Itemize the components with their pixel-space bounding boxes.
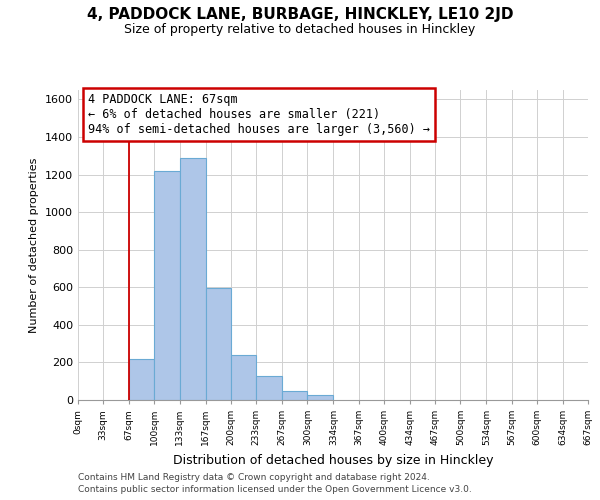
Bar [256,376,282,400]
Text: Contains HM Land Registry data © Crown copyright and database right 2024.: Contains HM Land Registry data © Crown c… [78,472,430,482]
Bar [307,396,334,400]
Text: 4 PADDOCK LANE: 67sqm
← 6% of detached houses are smaller (221)
94% of semi-deta: 4 PADDOCK LANE: 67sqm ← 6% of detached h… [88,93,430,136]
Bar [129,358,154,400]
Bar [154,171,179,400]
Bar [231,355,256,400]
Text: 4, PADDOCK LANE, BURBAGE, HINCKLEY, LE10 2JD: 4, PADDOCK LANE, BURBAGE, HINCKLEY, LE10… [87,8,513,22]
Text: Size of property relative to detached houses in Hinckley: Size of property relative to detached ho… [124,22,476,36]
Bar [179,158,206,400]
Bar [206,288,231,400]
Text: Contains public sector information licensed under the Open Government Licence v3: Contains public sector information licen… [78,485,472,494]
Bar [282,390,307,400]
X-axis label: Distribution of detached houses by size in Hinckley: Distribution of detached houses by size … [173,454,493,466]
Y-axis label: Number of detached properties: Number of detached properties [29,158,40,332]
